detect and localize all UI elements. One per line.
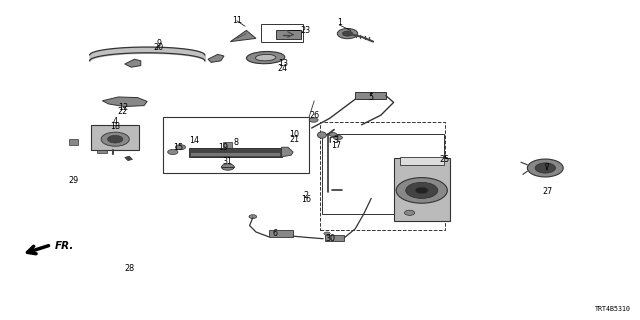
Text: 26: 26 (310, 111, 320, 120)
Text: 18: 18 (110, 122, 120, 131)
Polygon shape (125, 156, 132, 161)
Bar (322, 134, 444, 214)
Circle shape (108, 135, 123, 143)
Text: 17: 17 (331, 141, 341, 150)
Circle shape (168, 149, 178, 155)
Bar (269, 230, 293, 237)
Text: 19: 19 (218, 143, 228, 152)
Bar (191, 153, 280, 156)
Polygon shape (230, 30, 256, 42)
Circle shape (415, 187, 428, 194)
Text: 6: 6 (273, 229, 278, 238)
Circle shape (333, 135, 342, 140)
Bar (69, 139, 78, 145)
Polygon shape (97, 150, 107, 153)
Text: 25: 25 (440, 156, 450, 164)
Bar (91, 125, 139, 150)
Circle shape (175, 145, 186, 150)
Text: 7: 7 (545, 164, 550, 172)
Text: 11: 11 (232, 16, 242, 25)
Text: 27: 27 (542, 188, 552, 196)
Bar (355, 92, 386, 99)
Text: 8: 8 (233, 138, 238, 147)
Text: 14: 14 (189, 136, 199, 145)
Text: 28: 28 (124, 264, 134, 273)
Text: 13: 13 (278, 60, 288, 68)
Text: 16: 16 (301, 196, 311, 204)
Circle shape (535, 163, 556, 173)
Ellipse shape (246, 52, 285, 64)
Polygon shape (102, 97, 147, 107)
Bar (189, 148, 282, 157)
Circle shape (101, 132, 129, 146)
Circle shape (527, 159, 563, 177)
Bar (276, 30, 301, 39)
Text: 12: 12 (118, 103, 128, 112)
Circle shape (309, 118, 318, 122)
Text: 9: 9 (156, 39, 161, 48)
Circle shape (249, 215, 257, 219)
Text: 2: 2 (303, 191, 308, 200)
Circle shape (221, 164, 234, 170)
Circle shape (329, 132, 337, 136)
Text: 20: 20 (154, 44, 164, 52)
Polygon shape (208, 54, 224, 62)
Polygon shape (125, 59, 141, 67)
Circle shape (406, 182, 438, 198)
Bar (320, 122, 445, 230)
Bar (325, 235, 344, 241)
Text: FR.: FR. (55, 241, 74, 252)
Circle shape (342, 31, 353, 36)
Circle shape (337, 28, 358, 39)
Text: 3: 3 (333, 136, 339, 145)
Text: 23: 23 (301, 26, 311, 35)
Text: 31: 31 (223, 157, 233, 166)
Text: 15: 15 (173, 143, 183, 152)
Circle shape (396, 178, 447, 203)
Text: 29: 29 (68, 176, 79, 185)
Text: 21: 21 (289, 135, 300, 144)
Bar (394, 158, 450, 221)
Circle shape (324, 232, 330, 235)
Circle shape (404, 210, 415, 215)
Bar (163, 117, 309, 173)
Ellipse shape (255, 54, 276, 61)
Text: 1: 1 (337, 18, 342, 27)
Polygon shape (282, 147, 293, 157)
Text: 30: 30 (326, 234, 336, 243)
Bar (223, 142, 232, 149)
Text: 10: 10 (289, 130, 300, 139)
Text: 4: 4 (113, 117, 118, 126)
Bar (261, 24, 303, 42)
Text: 22: 22 (118, 108, 128, 116)
Text: TRT4B5310: TRT4B5310 (595, 306, 630, 312)
Text: 5: 5 (369, 93, 374, 102)
Bar (400, 157, 444, 165)
Ellipse shape (317, 132, 326, 138)
Text: 24: 24 (278, 64, 288, 73)
